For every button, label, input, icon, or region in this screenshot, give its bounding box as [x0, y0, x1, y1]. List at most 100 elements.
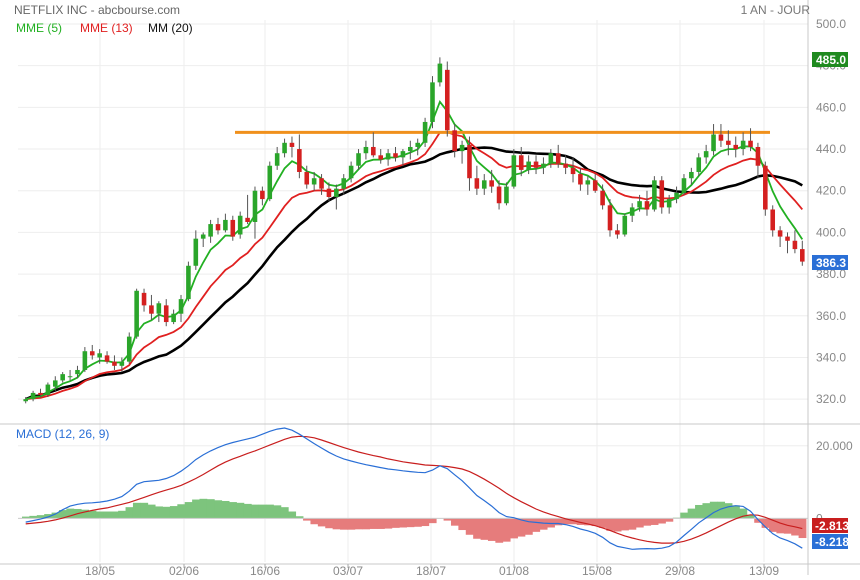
time-tick-label: 15/08	[582, 564, 612, 578]
candle-body	[444, 69, 450, 131]
candle-body	[541, 163, 546, 168]
macd-histogram-bar	[480, 518, 489, 540]
candle	[681, 174, 687, 195]
macd-histogram-bar	[584, 518, 592, 526]
candle-body	[363, 146, 369, 154]
price-tick-label: 460.0	[816, 100, 846, 114]
candle	[378, 149, 384, 164]
candle-body	[644, 201, 650, 210]
candle-body	[726, 140, 731, 145]
candle-body	[163, 305, 169, 323]
macd-line	[25, 427, 803, 550]
price-tick-label: 500.0	[816, 17, 846, 31]
macd-histogram-bar	[295, 516, 304, 519]
candle-body	[748, 140, 753, 147]
candle	[659, 176, 665, 214]
candle-body	[578, 174, 583, 185]
candle-body	[637, 201, 642, 208]
candle	[274, 146, 280, 170]
macd-histogram-bar	[147, 504, 156, 519]
macd-histogram-bar	[221, 500, 230, 519]
candle-body	[252, 190, 258, 222]
candle-body	[267, 165, 273, 200]
macd-histogram-bar	[236, 502, 245, 519]
candle	[437, 57, 443, 87]
candle	[52, 376, 58, 391]
candle	[208, 219, 213, 243]
candle	[171, 309, 176, 325]
macd-histogram-bar	[280, 507, 289, 519]
macd-histogram-bar	[643, 518, 652, 526]
macd-histogram-bar	[510, 518, 518, 539]
macd-histogram-bar	[95, 511, 104, 519]
macd-histogram-bar	[658, 518, 666, 524]
macd-histogram-bar	[317, 518, 326, 527]
macd-panel	[18, 427, 808, 550]
candle-body	[186, 265, 191, 300]
candle	[178, 294, 184, 323]
candle-body	[112, 361, 117, 366]
macd-histogram-bar	[155, 506, 163, 519]
candle	[703, 144, 709, 164]
macd-histogram-bar	[177, 504, 186, 519]
candle-body	[171, 313, 176, 323]
candle	[622, 213, 628, 237]
macd-histogram-bar	[458, 518, 467, 531]
macd-histogram-bar	[621, 518, 629, 531]
candle-body	[800, 249, 805, 262]
legend-mm20: MM (20)	[148, 21, 193, 35]
candle-body	[666, 199, 672, 208]
candle	[134, 288, 139, 339]
macd-histogram-bar	[406, 518, 415, 528]
candle	[67, 369, 73, 381]
candle	[452, 124, 457, 158]
candle-body	[75, 369, 80, 375]
badge-macd-signal: -2.813	[812, 518, 849, 533]
macd-histogram-bar	[569, 518, 578, 525]
candle	[363, 140, 369, 160]
macd-histogram-bar	[665, 518, 674, 522]
candle-body	[274, 153, 280, 166]
macd-histogram-bar	[288, 511, 297, 519]
macd-histogram-bar	[332, 518, 341, 530]
candle	[518, 146, 524, 177]
candle-body	[356, 153, 361, 166]
candle-body	[104, 355, 110, 362]
period-label: 1 AN - JOUR	[741, 3, 811, 17]
candle-body	[563, 163, 568, 168]
candle	[38, 388, 43, 398]
candle	[511, 149, 517, 189]
macd-histogram-bar	[687, 508, 696, 519]
time-tick-label: 03/07	[333, 564, 363, 578]
candle	[356, 149, 361, 170]
candle	[319, 174, 324, 195]
macd-histogram-bar	[132, 502, 141, 519]
candle-body	[400, 151, 406, 158]
macd-histogram-bar	[591, 518, 600, 527]
candle-body	[82, 351, 88, 370]
candle	[607, 199, 613, 237]
candle-body	[504, 186, 509, 204]
candle-body	[555, 153, 561, 164]
macd-histogram-bar	[310, 518, 319, 525]
legend-mme13: MME (13)	[80, 21, 133, 35]
candle	[149, 294, 154, 320]
candle	[666, 194, 672, 214]
candle	[245, 194, 250, 225]
candle	[82, 347, 88, 373]
macd-histogram-bar	[199, 498, 208, 519]
candle-body	[393, 153, 398, 158]
candle	[748, 128, 753, 152]
macd-histogram-bar	[206, 499, 215, 519]
candle	[718, 124, 724, 147]
candle	[163, 299, 169, 327]
candle	[637, 194, 642, 212]
candle-body	[348, 165, 354, 179]
candle	[777, 226, 783, 248]
candle-body	[304, 171, 310, 185]
candle-body	[600, 190, 605, 206]
candle-body	[511, 155, 517, 187]
candle-body	[97, 353, 102, 358]
macd-histogram-bar	[51, 512, 60, 519]
candle	[674, 186, 679, 204]
